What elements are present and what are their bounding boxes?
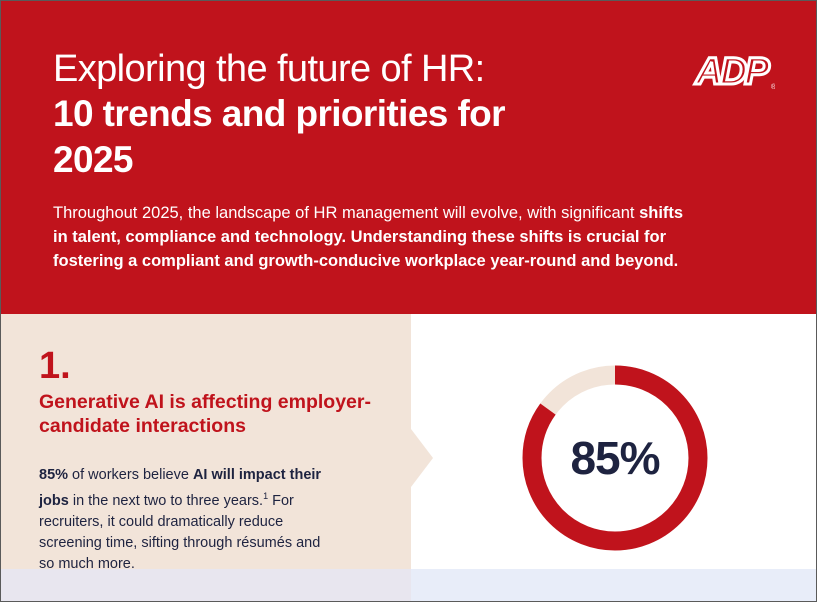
- intro-bold-text: shifts in talent, compliance and technol…: [53, 204, 684, 270]
- footer-strip-left: [1, 569, 411, 601]
- donut-chart: [522, 365, 708, 551]
- trend-text-a: of workers believe: [68, 467, 193, 483]
- footnote-marker: 1: [263, 491, 269, 501]
- trend-bold-a: AI will impact their jobs: [39, 467, 322, 509]
- trend-text-b: in the next two to three years.: [68, 493, 264, 509]
- intro-paragraph: Throughout 2025, the landscape of HR man…: [53, 201, 693, 273]
- trend-text-c: For recruiters, it could dramatically re…: [39, 493, 321, 572]
- trend-number: 1.: [39, 345, 71, 387]
- panel-pointer: [411, 429, 433, 487]
- adp-logo-icon: ADP ®: [693, 51, 775, 91]
- title-line-1: Exploring the future of HR:: [53, 48, 485, 90]
- trend-title: Generative AI is affecting employer-cand…: [39, 391, 371, 437]
- trend-body: 85% of workers believe AI will impact th…: [39, 465, 339, 575]
- title-line-2: 10 trends and priorities for 2025: [53, 93, 506, 180]
- donut-value-arc: [522, 365, 708, 551]
- trend-stat-bold: 85%: [39, 467, 69, 483]
- trend-panel: [1, 314, 411, 569]
- hero-banner: Exploring the future of HR: 10 trends an…: [1, 1, 816, 314]
- footer-strip-right: [411, 569, 816, 601]
- adp-logo-text: ADP: [694, 51, 770, 91]
- svg-text:®: ®: [771, 83, 775, 91]
- intro-plain-text: Throughout 2025, the landscape of HR man…: [53, 204, 635, 222]
- donut-percent-label: 85%: [570, 432, 660, 484]
